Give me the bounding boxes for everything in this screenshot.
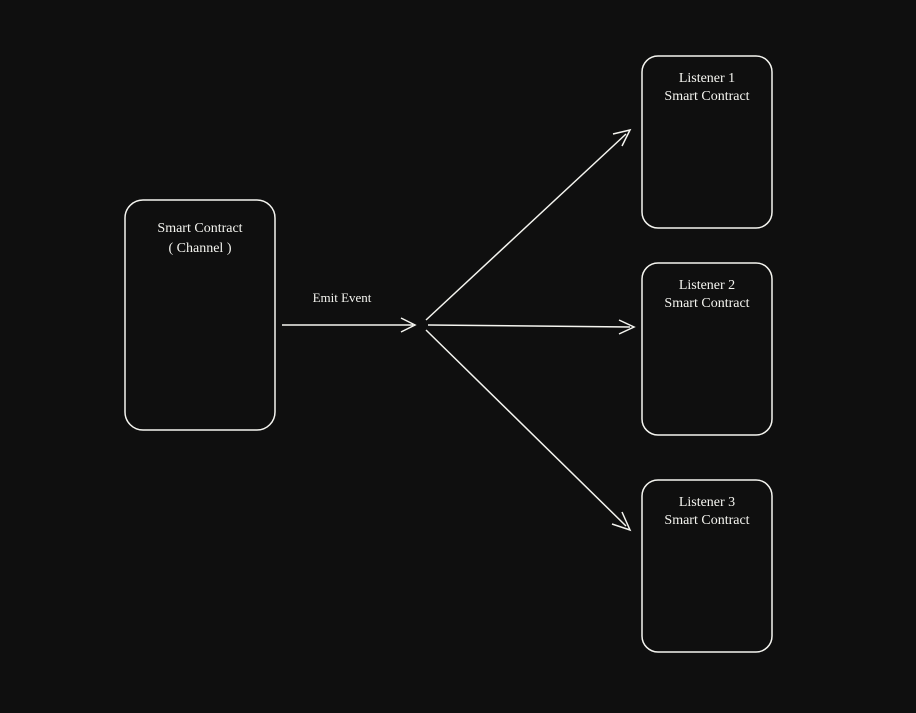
node-source-line1: Smart Contract [157, 221, 242, 236]
node-listener1-line2: Smart Contract [664, 89, 749, 104]
node-listener3: Listener 3 Smart Contract [642, 480, 772, 652]
node-listener2-line1: Listener 2 [679, 278, 735, 293]
node-listener2-line2: Smart Contract [664, 296, 749, 311]
edge-fan3 [426, 330, 630, 530]
edge-fan1-line [426, 134, 626, 320]
edge-emit-label: Emit Event [313, 290, 372, 305]
node-listener2: Listener 2 Smart Contract [642, 263, 772, 435]
node-listener1: Listener 1 Smart Contract [642, 56, 772, 228]
node-source-line2: ( Channel ) [169, 241, 232, 256]
diagram-canvas: Smart Contract ( Channel ) Listener 1 Sm… [0, 0, 916, 713]
edge-fan2 [428, 320, 634, 334]
edge-fan2-line [428, 325, 630, 327]
edge-fan3-line [426, 330, 626, 526]
node-listener3-line1: Listener 3 [679, 495, 735, 510]
node-listener3-line2: Smart Contract [664, 513, 749, 528]
node-source: Smart Contract ( Channel ) [125, 200, 275, 430]
edge-fan1 [426, 130, 630, 320]
node-listener1-line1: Listener 1 [679, 71, 735, 86]
edge-emit: Emit Event [282, 290, 415, 332]
